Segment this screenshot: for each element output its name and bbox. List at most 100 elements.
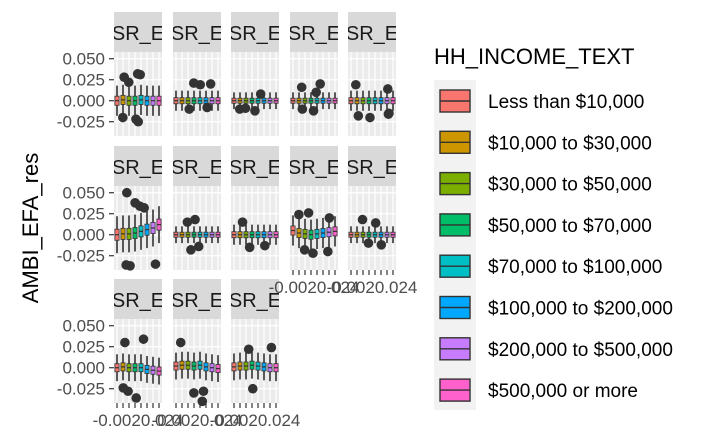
panel-background <box>173 186 221 270</box>
outlier-point <box>376 240 387 250</box>
panel-background <box>173 52 221 136</box>
facet-panel: SR_E <box>171 279 223 407</box>
x-axis: -0.0020.024-0.0020.024-0.0020.024-0.0020… <box>93 270 418 430</box>
outlier-point <box>237 217 248 227</box>
facet-strip-label: SR_E <box>171 23 223 45</box>
panel-background <box>231 186 279 270</box>
outlier-point <box>118 383 129 393</box>
y-tick-label: -0.025 <box>57 380 105 399</box>
outlier-point <box>138 334 149 344</box>
x-tick-label: -0.0020.024 <box>93 411 184 430</box>
facet-panel: SR_E <box>112 146 164 271</box>
outlier-point <box>131 393 142 403</box>
legend: HH_INCOME_TEXT Less than $10,000 $10,000 … <box>434 44 673 410</box>
legend-label: $30,000 to $50,000 <box>488 175 652 196</box>
facet-strip-label: SR_E <box>229 23 281 45</box>
facet-strip-label: SR_E <box>171 157 223 179</box>
facet-strip <box>173 12 221 52</box>
facet-panel: SR_E <box>346 146 398 270</box>
legend-title: HH_INCOME_TEXT <box>434 44 634 69</box>
facet-strip-label: SR_E <box>288 157 340 179</box>
outlier-point <box>121 260 131 270</box>
panel-background <box>348 186 396 270</box>
facet-strip-label: SR_E <box>229 290 281 312</box>
facet-panel: SR_E <box>171 12 223 136</box>
legend-label: $100,000 to $200,000 <box>488 299 673 320</box>
facet-strip <box>231 279 279 319</box>
outlier-point <box>188 78 199 88</box>
x-tick-label: -0.0020.024 <box>327 278 418 297</box>
outlier-point <box>120 337 130 348</box>
facet-strip <box>173 279 221 319</box>
outlier-point <box>323 246 333 257</box>
outlier-point <box>189 388 199 398</box>
y-axis: 0.050 0.025 0.000 -0.025 0.050 0.025 0.000 -0.0… <box>57 50 114 399</box>
x-tick-label: -0.0020.024 <box>269 278 360 297</box>
outlier-point <box>150 259 161 269</box>
outlier-point <box>240 103 251 114</box>
outlier-point <box>353 111 364 121</box>
outlier-point <box>363 238 374 248</box>
outlier-point <box>175 337 186 348</box>
y-tick-label: 0.050 <box>62 50 105 69</box>
legend-label: $10,000 to $30,000 <box>488 133 652 154</box>
facet-strip-label: SR_E <box>112 23 164 45</box>
facet-panel: SR_E <box>288 146 340 270</box>
y-tick-label: 0.025 <box>62 205 105 224</box>
facet-panel: SR_E <box>229 279 281 403</box>
y-tick-label: 0.000 <box>62 92 105 111</box>
outlier-point <box>303 208 314 218</box>
facet-panel: SR_E <box>171 146 223 270</box>
y-tick-label: 0.050 <box>62 184 105 203</box>
outlier-point <box>297 104 308 114</box>
outlier-point <box>133 116 144 127</box>
outlier-point <box>383 84 393 94</box>
outlier-point <box>198 386 209 397</box>
outlier-point <box>308 106 319 116</box>
outlier-point <box>122 187 132 198</box>
outlier-point <box>205 79 216 89</box>
facet-strip-label: SR_E <box>288 23 340 45</box>
outlier-point <box>311 87 321 98</box>
y-tick-label: -0.025 <box>57 247 105 266</box>
facet-panel: SR_E <box>112 279 164 403</box>
outlier-point <box>135 69 145 80</box>
outlier-point <box>266 342 277 353</box>
facet-panel: SR_E <box>229 12 281 136</box>
facet-strip-label: SR_E <box>112 157 164 179</box>
facet-strip <box>290 146 338 186</box>
outlier-point <box>186 245 196 255</box>
outlier-point <box>184 104 195 114</box>
facet-strip-label: SR_E <box>171 290 223 312</box>
facet-strip <box>231 12 279 52</box>
facet-strip <box>348 146 396 186</box>
y-axis-title: AMBI_EFA_res <box>18 153 43 303</box>
outlier-point <box>296 82 307 93</box>
facet-panels: SR_E SR_E SR_E SR_E SR_E SR_E SR_E SR_E SR_E SR_E… <box>112 12 398 407</box>
facet-strip <box>290 12 338 52</box>
facet-panel: SR_E <box>288 12 340 136</box>
outlier-point <box>250 106 260 116</box>
facet-strip-label: SR_E <box>346 23 398 45</box>
legend-label: Less than $10,000 <box>488 92 644 113</box>
outlier-point <box>383 109 394 119</box>
facet-strip-label: SR_E <box>346 157 398 179</box>
outlier-point <box>308 248 318 258</box>
x-tick-label: -0.0020.024 <box>152 411 243 430</box>
outlier-point <box>260 240 270 251</box>
outlier-point <box>324 213 335 223</box>
outlier-point <box>370 218 381 228</box>
facet-strip <box>348 12 396 52</box>
outlier-point <box>244 242 255 253</box>
outlier-point <box>315 79 325 89</box>
panel-background <box>348 52 396 136</box>
outlier-point <box>357 214 368 225</box>
outlier-point <box>365 112 375 123</box>
facet-strip-label: SR_E <box>112 290 164 312</box>
y-tick-label: 0.000 <box>62 226 105 245</box>
outlier-point <box>139 203 149 213</box>
outlier-point <box>123 77 134 88</box>
facet-strip <box>173 146 221 186</box>
facet-panel: SR_E <box>231 146 279 270</box>
